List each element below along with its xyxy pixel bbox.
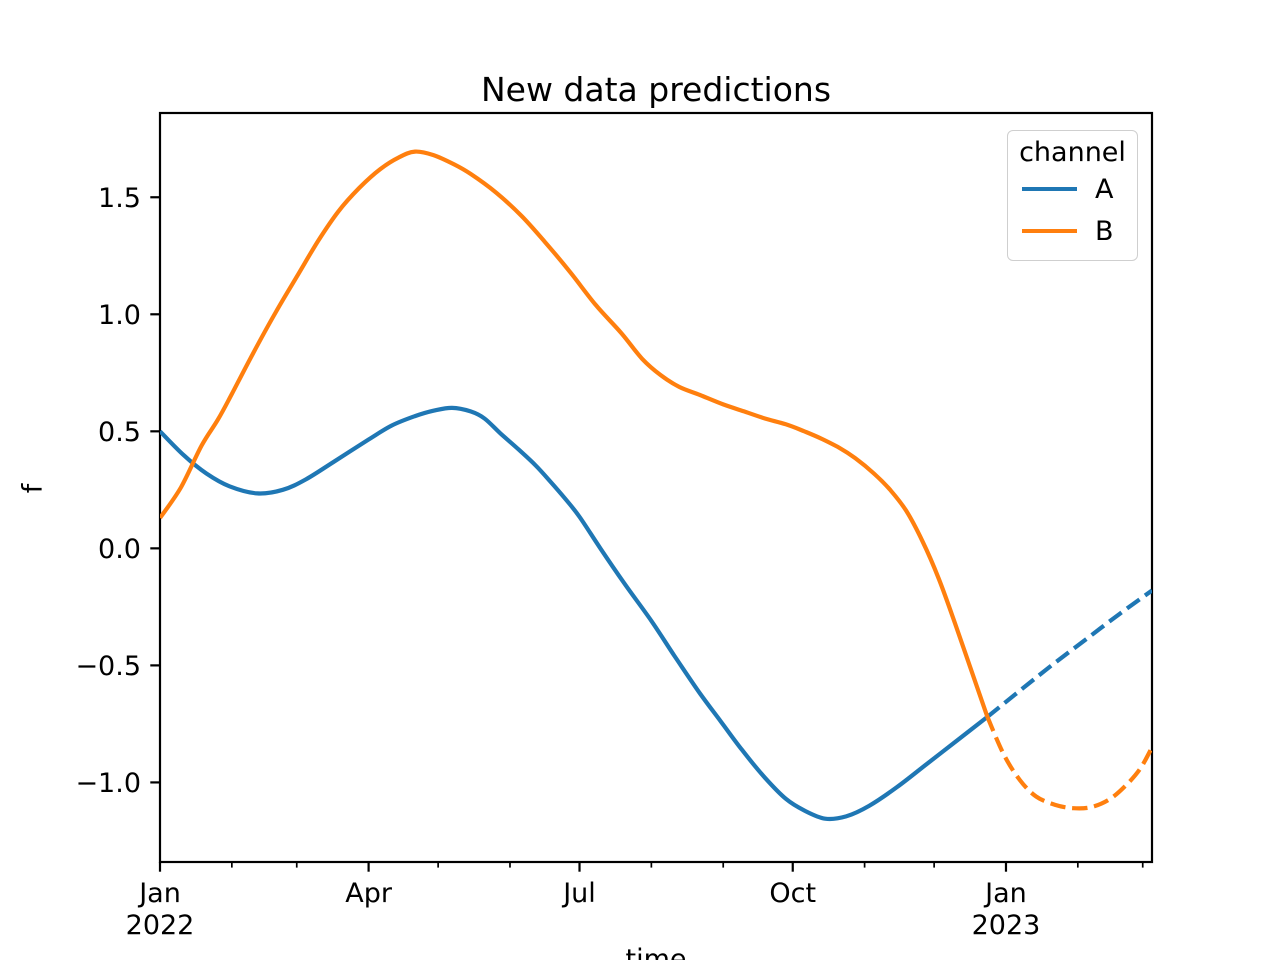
x-tick-label: 2023 bbox=[972, 910, 1041, 941]
legend-title: channel bbox=[1019, 137, 1126, 168]
y-tick-label: −0.5 bbox=[75, 651, 141, 682]
series-a-observed-line bbox=[160, 405, 989, 822]
series-b-observed-line bbox=[160, 149, 990, 718]
y-tick-label: 0.5 bbox=[98, 417, 141, 448]
x-tick-label: Jan bbox=[137, 878, 181, 909]
x-axis-label: time bbox=[625, 944, 687, 960]
x-tick-label: Jan bbox=[983, 878, 1027, 909]
legend-line-sample-b-icon bbox=[1022, 228, 1077, 234]
legend-line-sample-a-icon bbox=[1022, 186, 1077, 192]
series-b-prediction-line bbox=[985, 716, 1152, 811]
series-a-prediction-line bbox=[986, 588, 1152, 719]
legend-entry-a: A bbox=[1008, 168, 1137, 210]
chart-title: New data predictions bbox=[480, 70, 832, 109]
x-tick-label: 2022 bbox=[126, 910, 195, 941]
y-tick-label: 0.0 bbox=[98, 534, 141, 565]
legend-entry-label-b: B bbox=[1095, 215, 1114, 247]
x-tick-label: Apr bbox=[345, 878, 393, 909]
x-tick-label: Jul bbox=[561, 878, 596, 909]
y-tick-label: 1.5 bbox=[98, 183, 141, 214]
legend: channel A B bbox=[1007, 130, 1138, 262]
y-tick-label: −1.0 bbox=[75, 768, 141, 799]
y-tick-label: 1.0 bbox=[98, 300, 141, 331]
x-tick-label: Oct bbox=[769, 878, 816, 909]
legend-entry-label-a: A bbox=[1095, 173, 1114, 205]
axes-frame bbox=[158, 111, 1154, 864]
legend-entry-b: B bbox=[1008, 210, 1137, 252]
